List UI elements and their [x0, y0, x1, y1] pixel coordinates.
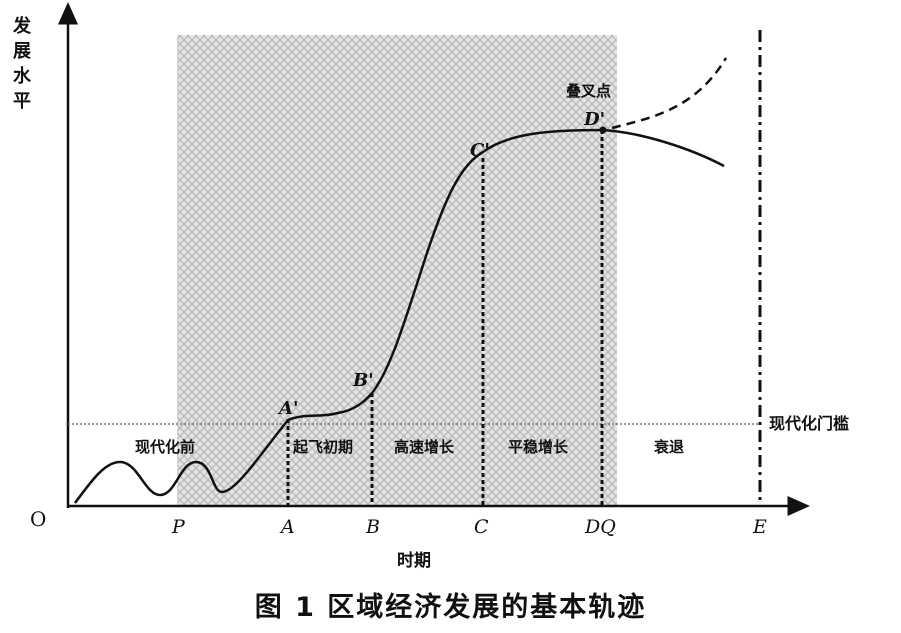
stage-decline: 衰退	[653, 438, 684, 456]
figure-caption: 图 1 区域经济发展的基本轨迹	[254, 592, 647, 623]
point-d-label: D'	[583, 109, 605, 130]
x-tick-e: E	[752, 516, 767, 538]
y-axis-label-char: 平	[13, 91, 31, 112]
bifurcation-label: 叠叉点	[566, 82, 611, 100]
x-axis-label: 时期	[397, 551, 431, 571]
stage-steady-growth: 平稳增长	[508, 438, 569, 456]
x-tick-a: A	[279, 516, 295, 538]
x-tick-p: P	[171, 516, 186, 538]
x-tick-b: B	[365, 516, 380, 538]
x-tick-c: C	[474, 516, 489, 538]
point-b-label: B'	[352, 370, 374, 391]
y-axis-label-char: 展	[13, 41, 31, 62]
point-c-label: C'	[470, 140, 490, 161]
y-axis-label: 发 展 水 平	[10, 14, 34, 114]
origin-label: O	[30, 507, 46, 531]
x-tick-dq: DQ	[584, 516, 616, 538]
dashed-branch	[611, 57, 728, 130]
y-axis-label-char: 水	[13, 66, 31, 87]
point-d-marker	[599, 126, 607, 134]
stage-takeoff: 起飞初期	[292, 438, 353, 456]
point-a-label: A'	[277, 398, 298, 419]
development-curve	[73, 128, 725, 504]
shaded-region	[177, 35, 617, 505]
y-axis-label-char: 发	[13, 16, 31, 37]
stage-rapid-growth: 高速增长	[394, 438, 455, 456]
stage-pre-modern: 现代化前	[135, 438, 195, 456]
threshold-label: 现代化门槛	[769, 414, 849, 433]
